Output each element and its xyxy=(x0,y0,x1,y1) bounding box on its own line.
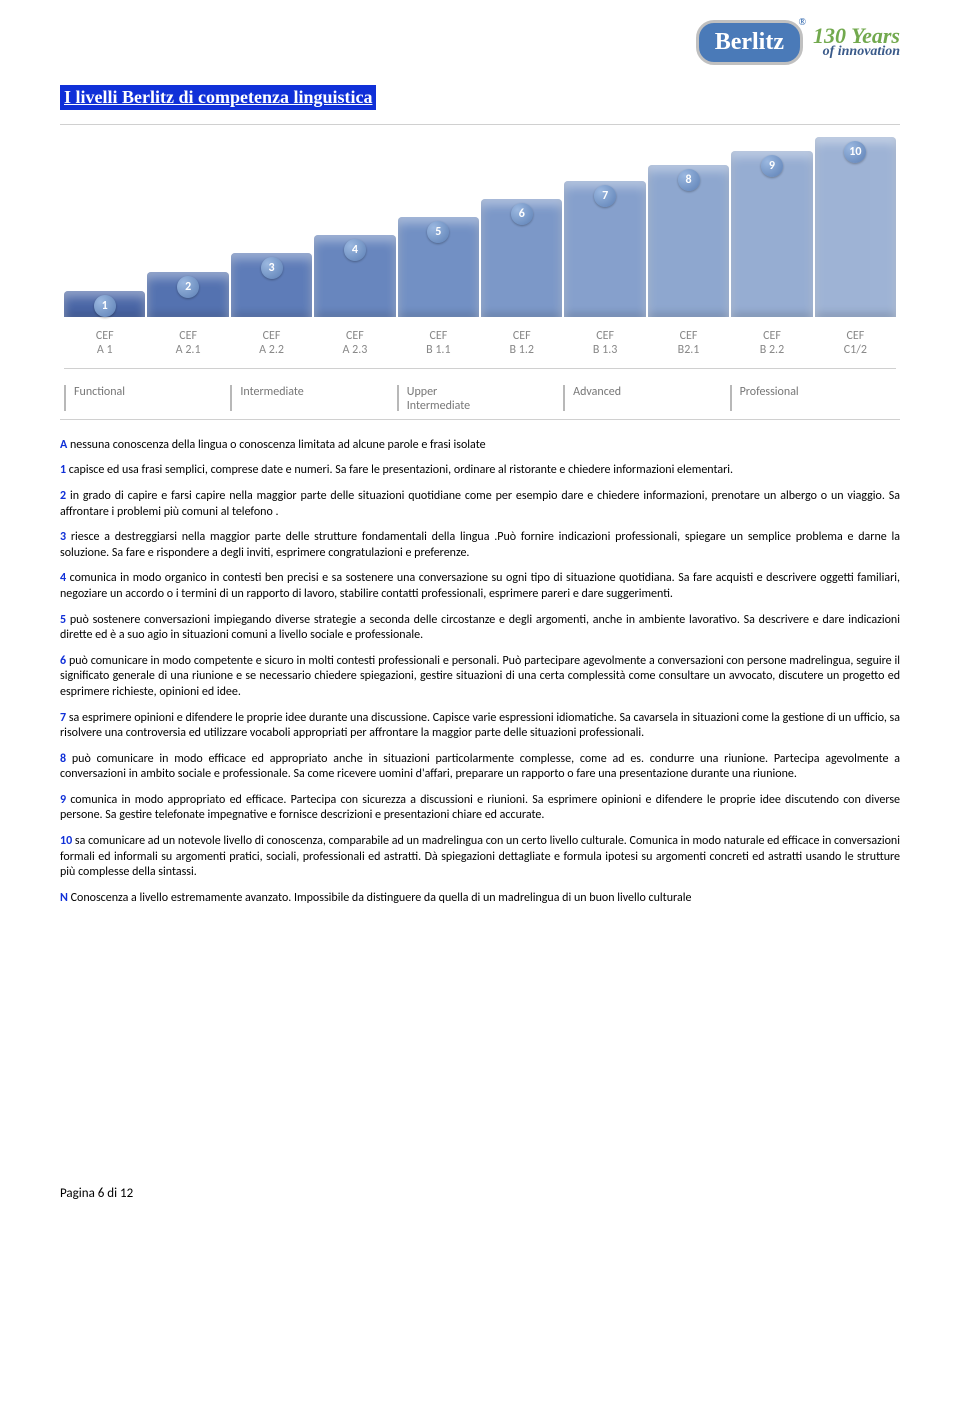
berlitz-logo: Berlitz xyxy=(696,20,803,65)
level-description: 4 comunica in modo organico in contesti … xyxy=(60,571,900,602)
level-text: può comunicare in modo competente e sicu… xyxy=(60,654,900,699)
group-tick xyxy=(64,385,66,411)
level-key: 10 xyxy=(60,834,72,848)
group-label: Professional xyxy=(740,385,799,399)
level-group: Intermediate xyxy=(230,385,396,413)
years-sub: of innovation xyxy=(813,46,900,59)
bar-number-badge: 9 xyxy=(761,155,783,177)
cef-label: CEFB2.1 xyxy=(648,329,729,358)
group-label: Functional xyxy=(74,385,125,399)
level-group: Functional xyxy=(64,385,230,413)
cef-label: CEFA 1 xyxy=(64,329,145,358)
level-description: A nessuna conoscenza della lingua o cono… xyxy=(60,438,900,454)
chart-bar: 2 xyxy=(147,272,228,317)
group-label: Upper Intermediate xyxy=(407,385,470,413)
level-description: 9 comunica in modo appropriato ed effica… xyxy=(60,793,900,824)
header-logos: Berlitz 130 Years of innovation xyxy=(60,20,900,65)
bar-number-badge: 8 xyxy=(678,169,700,191)
bar-number-badge: 4 xyxy=(344,239,366,261)
chart-bar: 10 xyxy=(815,137,896,317)
group-tick xyxy=(230,385,232,411)
level-text: sa comunicare ad un notevole livello di … xyxy=(60,834,900,879)
level-text: comunica in modo appropriato ed efficace… xyxy=(60,793,900,823)
level-text: nessuna conoscenza della lingua o conosc… xyxy=(67,438,485,452)
groups-row: Functional Intermediate Upper Intermediate… xyxy=(64,385,896,413)
chart-bar: 5 xyxy=(398,217,479,317)
level-description: 1 capisce ed usa frasi semplici, compres… xyxy=(60,463,900,479)
level-text: può sostenere conversazioni impiegando d… xyxy=(60,613,900,643)
level-text: in grado di capire e farsi capire nella … xyxy=(60,489,900,519)
bar-number-badge: 2 xyxy=(177,276,199,298)
level-description: 6 può comunicare in modo competente e si… xyxy=(60,654,900,701)
bar-number-badge: 3 xyxy=(261,257,283,279)
chart-bars: 1 2 3 4 5 6 7 8 9 10 xyxy=(64,137,896,317)
cef-label: CEFA 2.1 xyxy=(147,329,228,358)
level-description: 3 riesce a destreggiarsi nella maggior p… xyxy=(60,530,900,561)
cef-label: CEFB 1.3 xyxy=(564,329,645,358)
cef-label: CEFB 1.2 xyxy=(481,329,562,358)
cef-label: CEFC1/2 xyxy=(815,329,896,358)
level-description: N Conoscenza a livello estremamente avan… xyxy=(60,891,900,907)
level-group: Professional xyxy=(730,385,896,413)
chart-bar: 9 xyxy=(731,151,812,317)
cef-label: CEFA 2.3 xyxy=(314,329,395,358)
chart-bar: 7 xyxy=(564,181,645,317)
cef-label: CEFB 1.1 xyxy=(398,329,479,358)
chart-bar: 1 xyxy=(64,291,145,317)
group-label: Advanced xyxy=(573,385,621,399)
cef-row: CEFA 1CEFA 2.1CEFA 2.2CEFA 2.3CEFB 1.1CE… xyxy=(64,329,896,369)
level-text: sa esprimere opinioni e difendere le pro… xyxy=(60,711,900,741)
level-group: Upper Intermediate xyxy=(397,385,563,413)
bar-number-badge: 5 xyxy=(427,221,449,243)
level-description: 2 in grado di capire e farsi capire nell… xyxy=(60,489,900,520)
level-description: 5 può sostenere conversazioni impiegando… xyxy=(60,613,900,644)
bar-number-badge: 10 xyxy=(844,141,866,163)
group-tick xyxy=(730,385,732,411)
group-tick xyxy=(397,385,399,411)
level-description: 7 sa esprimere opinioni e difendere le p… xyxy=(60,711,900,742)
level-text: capisce ed usa frasi semplici, comprese … xyxy=(66,463,733,477)
page-footer: Pagina 6 di 12 xyxy=(60,1186,900,1201)
level-description: 8 può comunicare in modo efficace ed app… xyxy=(60,752,900,783)
chart-bar: 8 xyxy=(648,165,729,317)
level-group: Advanced xyxy=(563,385,729,413)
level-descriptions: A nessuna conoscenza della lingua o cono… xyxy=(60,438,900,907)
page-title: I livelli Berlitz di competenza linguist… xyxy=(60,85,376,110)
level-description: 10 sa comunicare ad un notevole livello … xyxy=(60,834,900,881)
chart-bar: 4 xyxy=(314,235,395,317)
level-text: comunica in modo organico in contesti be… xyxy=(60,571,900,601)
group-tick xyxy=(563,385,565,411)
level-text: riesce a destreggiarsi nella maggior par… xyxy=(60,530,900,560)
cef-label: CEFB 2.2 xyxy=(731,329,812,358)
bar-number-badge: 1 xyxy=(94,295,116,317)
cef-label: CEFA 2.2 xyxy=(231,329,312,358)
level-key: N xyxy=(60,891,68,905)
level-chart: 1 2 3 4 5 6 7 8 9 10 CEFA 1CEFA 2.1CEFA 2.2CEFA 2… xyxy=(60,124,900,420)
level-text: Conoscenza a livello estremamente avanza… xyxy=(68,891,692,905)
group-label: Intermediate xyxy=(240,385,303,399)
bar-number-badge: 6 xyxy=(511,203,533,225)
bar-number-badge: 7 xyxy=(594,185,616,207)
chart-bar: 6 xyxy=(481,199,562,317)
chart-bar: 3 xyxy=(231,253,312,317)
years-logo: 130 Years of innovation xyxy=(813,26,900,58)
level-text: può comunicare in modo efficace ed appro… xyxy=(60,752,900,782)
